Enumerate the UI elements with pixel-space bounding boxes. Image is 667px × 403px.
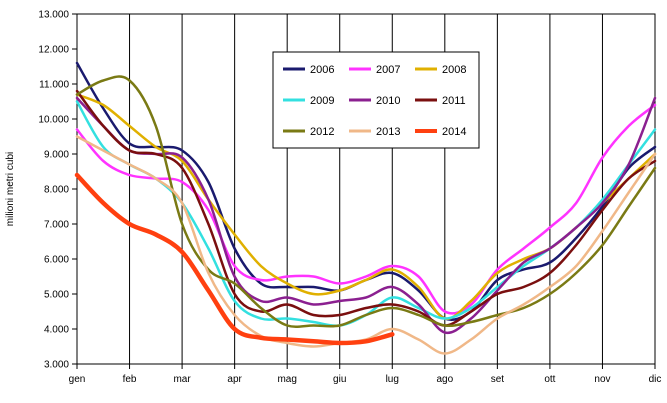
y-tick-label: 6.000 xyxy=(44,255,69,266)
x-tick-label: gen xyxy=(69,374,86,385)
x-tick-label: ott xyxy=(544,374,555,385)
series-line-2014 xyxy=(74,172,395,346)
legend-label-2011: 2011 xyxy=(442,95,466,107)
legend-label-2014: 2014 xyxy=(442,126,466,138)
x-tick-label: lug xyxy=(386,374,399,385)
x-tick-label: mar xyxy=(173,374,191,385)
y-axis-label: milioni metri cubi xyxy=(5,152,16,226)
legend-label-2009: 2009 xyxy=(310,95,334,107)
y-tick-label: 4.000 xyxy=(44,325,69,336)
legend: 2006 2007 2008 2009 2010 2011 2012 2013 2014 xyxy=(272,51,480,149)
y-tick-label: 7.000 xyxy=(44,220,69,231)
y-tick-label: 13.000 xyxy=(38,10,69,21)
x-axis: gen feb mar apr mag giu lug ago set ott nov dic xyxy=(69,364,662,385)
legend-label-2012: 2012 xyxy=(310,126,334,138)
y-tick-label: 11.000 xyxy=(39,80,69,91)
y-tick-label: 10.000 xyxy=(38,115,69,126)
legend-box xyxy=(272,51,480,149)
x-tick-label: nov xyxy=(594,374,610,385)
x-tick-label: ago xyxy=(436,374,453,385)
legend-label-2008: 2008 xyxy=(442,64,466,76)
series-line-2007 xyxy=(75,103,657,315)
series-lines xyxy=(74,61,657,355)
x-tick-label: apr xyxy=(227,374,242,385)
x-tick-label: set xyxy=(491,374,505,385)
x-tick-label: giu xyxy=(333,374,346,385)
legend-label-2013: 2013 xyxy=(376,126,400,138)
series-line-2010 xyxy=(75,96,657,335)
x-tick-label: feb xyxy=(123,374,137,385)
y-tick-label: 12.000 xyxy=(38,45,69,56)
series-line-2011 xyxy=(75,89,657,327)
legend-label-2010: 2010 xyxy=(376,95,400,107)
legend-label-2007: 2007 xyxy=(376,64,400,76)
y-tick-label: 8.000 xyxy=(44,185,69,196)
x-tick-label: dic xyxy=(649,374,662,385)
series-line-2012 xyxy=(75,75,657,329)
y-axis: 3.000 4.000 5.000 6.000 7.000 8.000 9.000 10.00… xyxy=(38,10,77,371)
y-tick-label: 9.000 xyxy=(44,150,69,161)
y-tick-label: 5.000 xyxy=(44,290,69,301)
legend-label-2006: 2006 xyxy=(310,64,334,76)
x-tick-label: mag xyxy=(277,374,296,385)
y-tick-label: 3.000 xyxy=(44,360,69,371)
